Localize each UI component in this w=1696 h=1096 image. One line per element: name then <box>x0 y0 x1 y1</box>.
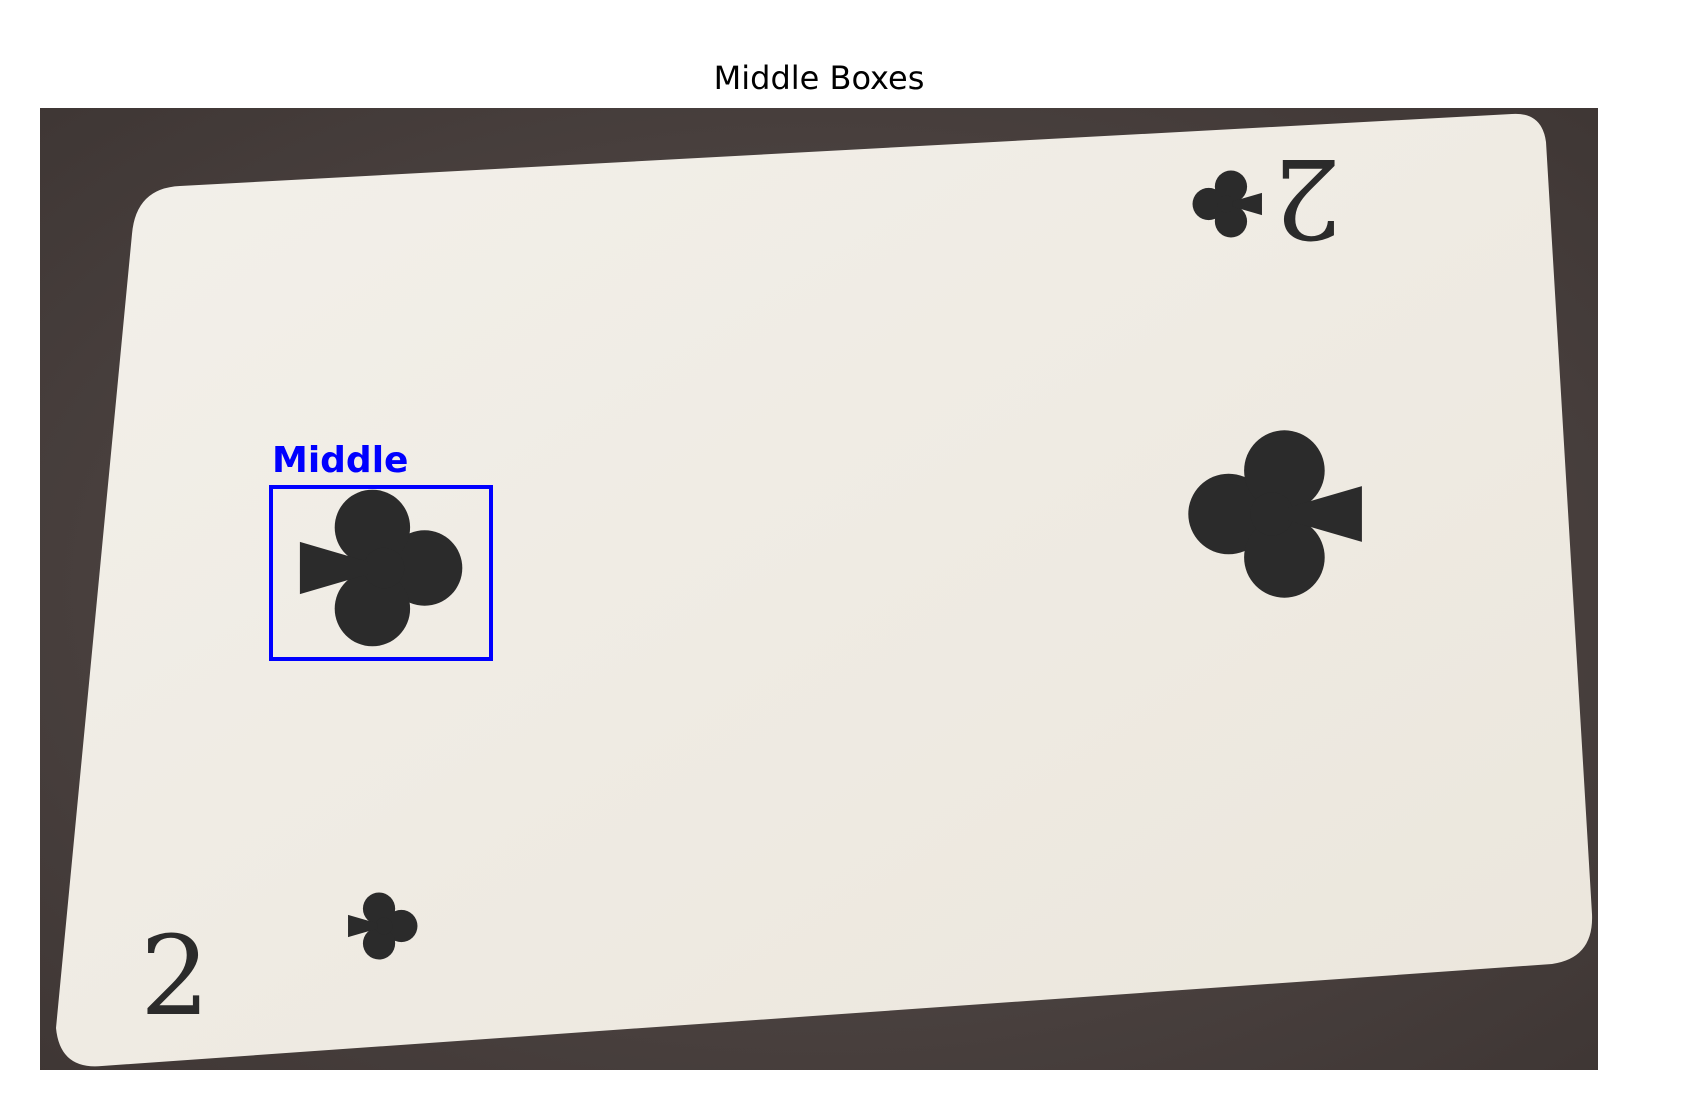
card-photo: 2 2 Middle <box>40 108 1598 1070</box>
bounding-box <box>269 485 493 661</box>
rank-bottom: 2 <box>140 912 210 1040</box>
playing-card <box>56 113 1593 1067</box>
corner-index-top: 2 <box>1192 134 1342 262</box>
photo-canvas: 2 2 Middle <box>40 108 1598 1070</box>
rank-top: 2 <box>1272 134 1342 262</box>
figure-title: Middle Boxes <box>713 59 925 97</box>
corner-index-bottom: 2 <box>140 892 418 1040</box>
detection-box-middle: Middle <box>269 440 493 661</box>
detection-label: Middle <box>272 440 408 481</box>
